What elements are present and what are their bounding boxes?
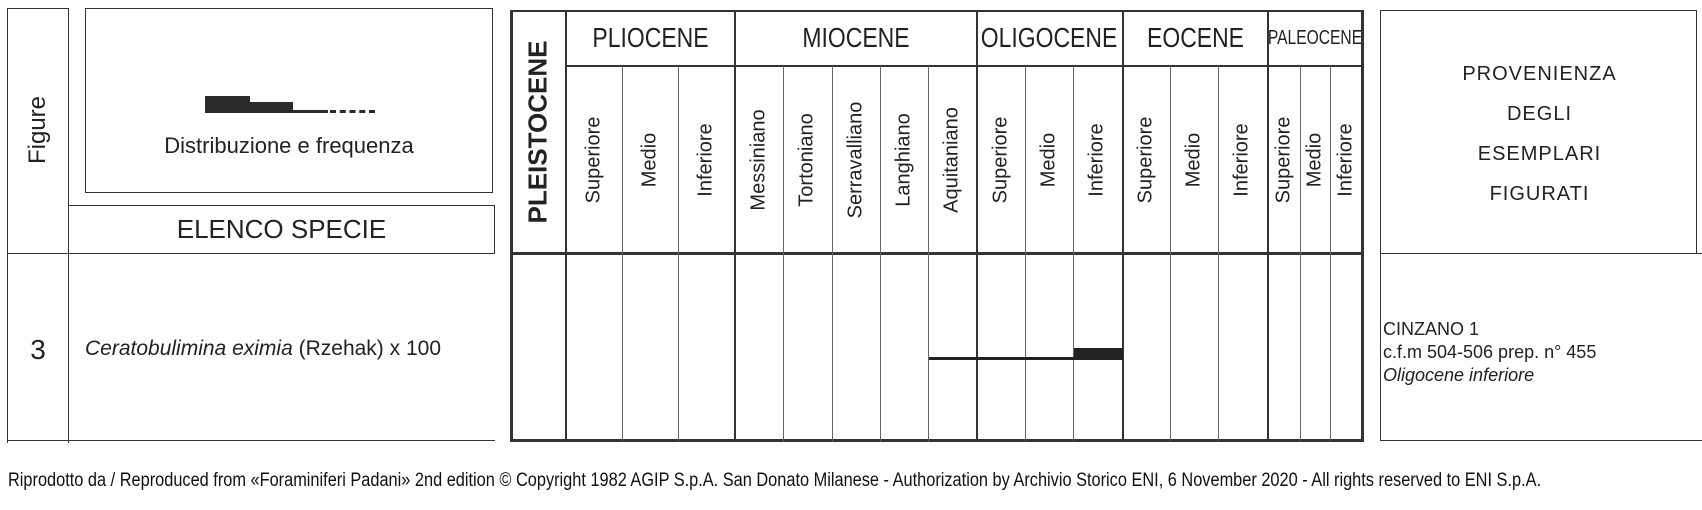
subdivision-tortoniano: Tortoniano xyxy=(795,113,818,207)
legend-very-rare-dashed xyxy=(330,110,375,113)
epoch-eocene: EOCENE xyxy=(1147,22,1244,53)
subdivision-pliocene-superiore: Superiore xyxy=(582,116,605,204)
provenance-well: CINZANO 1 xyxy=(1383,319,1480,339)
epoch-miocene: MIOCENE xyxy=(802,22,910,53)
subdivision-aquitaniano: Aquitaniano xyxy=(940,107,963,213)
provenance-line-3: ESEMPLARI xyxy=(1477,142,1602,165)
subdivision-oligocene-inferiore: Inferiore xyxy=(1085,123,1108,197)
figure-column-label: Figure xyxy=(24,95,51,165)
legend-common-bar xyxy=(250,102,293,113)
range-bar-common xyxy=(1074,348,1123,360)
subdivision-langhiano: Langhiano xyxy=(892,113,915,207)
epoch-paleocene: PALEOCENE xyxy=(1267,26,1363,49)
epoch-oligocene: OLIGOCENE xyxy=(980,22,1118,53)
distribution-legend-box xyxy=(85,8,493,193)
provenance-sample: c.f.m 504-506 prep. n° 455 xyxy=(1383,342,1597,362)
subdivision-eocene-superiore: Superiore xyxy=(1134,116,1157,204)
subdivision-paleocene-inferiore: Inferiore xyxy=(1334,123,1357,197)
provenance-line-2: DEGLI xyxy=(1506,102,1573,125)
subdivision-serravalliano: Serravalliano xyxy=(844,101,867,219)
distribution-legend-label: Distribuzione e frequenza xyxy=(164,133,414,158)
subdivision-pliocene-medio: Medio xyxy=(638,132,661,188)
subdivision-paleocene-superiore: Superiore xyxy=(1272,116,1295,204)
species-list-header: ELENCO SPECIE xyxy=(69,205,495,253)
species-entry: Ceratobulimina eximia (Rzehak) x 100 xyxy=(85,337,441,367)
provenance-header-box: PROVENIENZA DEGLI ESEMPLARI FIGURATI xyxy=(1380,10,1697,253)
subdivision-oligocene-medio: Medio xyxy=(1037,132,1060,188)
epoch-pliocene: PLIOCENE xyxy=(592,22,709,53)
epoch-pleistocene: PLEISTOCENE xyxy=(522,40,553,224)
subdivision-eocene-medio: Medio xyxy=(1182,132,1205,188)
subdivision-eocene-inferiore: Inferiore xyxy=(1230,123,1253,197)
provenance-line-1: PROVENIENZA xyxy=(1462,62,1617,85)
legend-abundant-bar xyxy=(205,96,250,113)
species-author: (Rzehak) x 100 xyxy=(292,337,441,360)
range-line-rare xyxy=(929,357,1074,360)
legend-rare-line xyxy=(293,110,328,113)
legend-frequency-symbol xyxy=(205,94,375,114)
species-list-header-label: ELENCO SPECIE xyxy=(176,214,387,244)
subdivision-paleocene-medio: Medio xyxy=(1303,132,1326,188)
subdivision-pliocene-inferiore: Inferiore xyxy=(694,123,717,197)
species-name: Ceratobulimina eximia xyxy=(85,337,293,360)
subdivision-oligocene-superiore: Superiore xyxy=(989,116,1012,204)
provenance-age: Oligocene inferiore xyxy=(1383,365,1535,385)
copyright-footer: Riprodotto da / Reproduced from «Foramin… xyxy=(8,470,1542,491)
provenance-details: CINZANO 1 c.f.m 504-506 prep. n° 455 Oli… xyxy=(1383,318,1596,387)
provenance-line-4: FIGURATI xyxy=(1489,182,1590,205)
subdivision-messiniano: Messiniano xyxy=(747,109,770,211)
figure-number: 3 xyxy=(30,334,46,365)
